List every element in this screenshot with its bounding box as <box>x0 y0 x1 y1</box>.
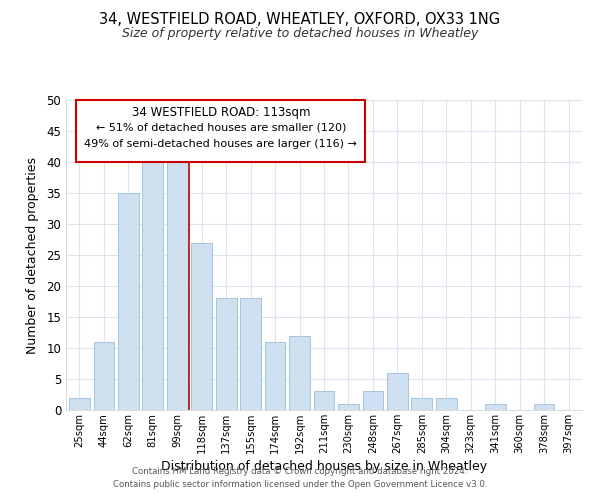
Bar <box>387 373 408 410</box>
Bar <box>265 342 286 410</box>
FancyBboxPatch shape <box>76 100 365 162</box>
Bar <box>142 162 163 410</box>
Bar <box>216 298 236 410</box>
Text: Size of property relative to detached houses in Wheatley: Size of property relative to detached ho… <box>122 28 478 40</box>
X-axis label: Distribution of detached houses by size in Wheatley: Distribution of detached houses by size … <box>161 460 487 473</box>
Text: Contains public sector information licensed under the Open Government Licence v3: Contains public sector information licen… <box>113 480 487 489</box>
Y-axis label: Number of detached properties: Number of detached properties <box>26 156 40 354</box>
Bar <box>436 398 457 410</box>
Bar <box>485 404 506 410</box>
Bar <box>289 336 310 410</box>
Text: Contains HM Land Registry data © Crown copyright and database right 2024.: Contains HM Land Registry data © Crown c… <box>132 467 468 476</box>
Bar <box>534 404 554 410</box>
Bar <box>240 298 261 410</box>
Text: 49% of semi-detached houses are larger (116) →: 49% of semi-detached houses are larger (… <box>85 138 357 149</box>
Text: 34, WESTFIELD ROAD, WHEATLEY, OXFORD, OX33 1NG: 34, WESTFIELD ROAD, WHEATLEY, OXFORD, OX… <box>100 12 500 28</box>
Bar <box>314 392 334 410</box>
Bar <box>118 193 139 410</box>
Bar <box>412 398 432 410</box>
Text: ← 51% of detached houses are smaller (120): ← 51% of detached houses are smaller (12… <box>95 122 346 132</box>
Bar <box>362 392 383 410</box>
Bar <box>338 404 359 410</box>
Bar <box>167 150 188 410</box>
Bar <box>94 342 114 410</box>
Bar <box>191 242 212 410</box>
Bar <box>69 398 90 410</box>
Text: 34 WESTFIELD ROAD: 113sqm: 34 WESTFIELD ROAD: 113sqm <box>131 106 310 118</box>
